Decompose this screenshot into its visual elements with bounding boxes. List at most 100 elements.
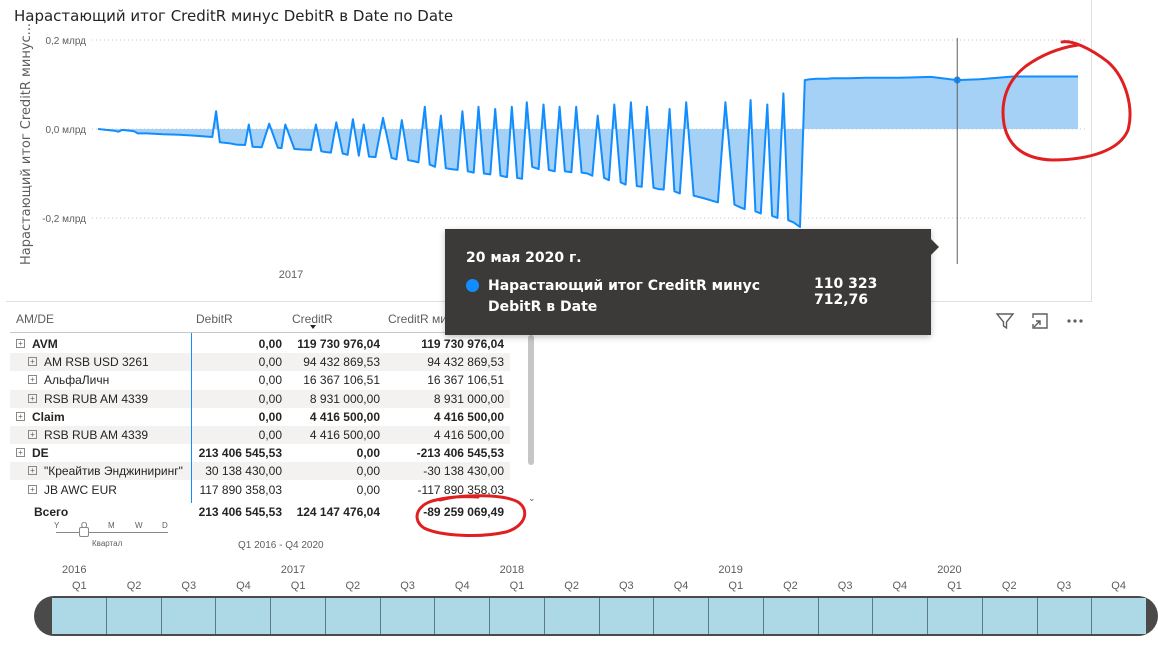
timeline-quarter-cell[interactable]: [271, 598, 326, 634]
timeline-quarter-cell[interactable]: [490, 598, 545, 634]
timeline-quarter-label: Q4: [236, 580, 251, 592]
chart-plot[interactable]: 0,2 млрд 0,0 млрд -0,2 млрд Нарастающий ит…: [6, 0, 1092, 302]
diff-cell: 16 367 106,51: [427, 373, 504, 388]
timeline-quarter-cell[interactable]: [983, 598, 1038, 634]
expand-icon[interactable]: +: [16, 339, 25, 348]
diff-cell: -117 890 358,03: [417, 482, 504, 497]
timeline-quarter-cell[interactable]: [873, 598, 928, 634]
matrix-visual[interactable]: AM/DE DebitR CreditR CreditR минус Debit…: [10, 305, 537, 520]
credit-cell: 119 730 976,04: [297, 337, 380, 351]
table-row[interactable]: + "Креайтив Энджиниринг" 30 138 430,00 0,00…: [10, 462, 510, 481]
credit-cell: 0,00: [356, 446, 380, 461]
diff-cell: -213 406 545,53: [416, 446, 504, 461]
timeline-slicer[interactable]: 2016 2017 2018 2019 2020 Q1 Q2 Q3 Q4 Q1 Q2 Q3 Q4 Q1 Q2…: [34, 562, 1158, 647]
timeline-quarter-cell[interactable]: [162, 598, 217, 634]
expand-icon[interactable]: +: [28, 430, 37, 439]
table-row[interactable]: + AVM 0,00 119 730 976,04 119 730 976,04: [10, 335, 510, 353]
date-hierarchy-slider[interactable]: Y Q M W D Квартал: [52, 521, 177, 551]
timeline-quarter-label: Q4: [892, 580, 908, 592]
table-row[interactable]: + RSB RUB AM 4339 0,00 8 931 000,00 8 931 00…: [10, 389, 510, 408]
timeline-year-label: 2016: [62, 564, 87, 576]
timeline-quarter-cell[interactable]: [709, 598, 764, 634]
timeline-quarter-label: Q2: [564, 580, 579, 592]
table-row[interactable]: + Claim 0,00 4 416 500,00 4 416 500,00: [10, 408, 510, 426]
expand-icon[interactable]: +: [28, 484, 37, 494]
total-label: Всего: [34, 505, 69, 519]
row-label: Claim: [32, 409, 65, 424]
focus-mode-icon[interactable]: [1029, 310, 1051, 332]
chart-tooltip: 20 мая 2020 г. Нарастающий итог CreditR …: [445, 229, 939, 335]
timeline-quarter-cell[interactable]: [1092, 598, 1146, 634]
more-options-icon[interactable]: [1064, 310, 1086, 332]
expand-icon[interactable]: +: [28, 466, 37, 476]
slider-level-label[interactable]: M: [108, 521, 115, 530]
slider-level-label[interactable]: W: [135, 521, 143, 530]
timeline-quarter-label: Q3: [619, 580, 634, 592]
timeline-quarter-cell[interactable]: [216, 598, 271, 634]
timeline-quarter-cell[interactable]: [600, 598, 655, 634]
timeline-quarter-label: Q4: [673, 580, 689, 592]
slider-handle[interactable]: [79, 527, 89, 537]
header-creditr[interactable]: CreditR: [292, 312, 333, 326]
timeline-quarter-label: Q3: [400, 580, 415, 592]
timeline-quarter-label: Q1: [509, 580, 525, 592]
slider-level-caption: Квартал: [92, 539, 123, 548]
timeline-quarter-cell[interactable]: [107, 598, 162, 634]
matrix-total-row: Всего 213 406 545,53 124 147 476,04 -89 …: [10, 503, 510, 521]
timeline-quarter-cell[interactable]: [326, 598, 381, 634]
slider-level-label[interactable]: Q: [81, 521, 88, 530]
table-row[interactable]: + AM RSB USD 3261 0,00 94 432 869,53 94 432 …: [10, 353, 510, 372]
timeline-quarter-cell[interactable]: [1038, 598, 1093, 634]
debit-cell: 30 138 430,00: [205, 464, 282, 479]
timeline-quarter-label: Q2: [783, 580, 798, 592]
timeline-quarter-cell[interactable]: [52, 598, 107, 634]
debit-cell: 0,00: [258, 428, 282, 442]
timeline-quarter-label: Q4: [1111, 580, 1126, 592]
expand-icon[interactable]: +: [16, 448, 25, 458]
slider-level-label[interactable]: D: [162, 521, 168, 530]
diff-cell: 94 432 869,53: [427, 355, 504, 370]
timeline-quarter-label: Q3: [181, 580, 197, 592]
expand-icon[interactable]: +: [28, 375, 37, 385]
timeline-quarter-cell[interactable]: [435, 598, 490, 634]
scrollbar-thumb[interactable]: [528, 335, 534, 465]
credit-cell: 4 416 500,00: [309, 409, 380, 424]
row-label: AM RSB USD 3261: [44, 355, 149, 370]
debit-cell: 213 406 545,53: [198, 446, 282, 461]
tooltip-series-dot: [466, 279, 479, 292]
timeline-quarter-cell[interactable]: [381, 598, 436, 634]
timeline-quarter-label: Q1: [72, 580, 87, 592]
timeline-bar[interactable]: [34, 596, 1158, 636]
x-tick-label: 2017: [279, 269, 303, 281]
diff-cell: 4 416 500,00: [433, 428, 504, 442]
timeline-year-label: 2017: [280, 564, 306, 576]
timeline-quarter-cell[interactable]: [764, 598, 819, 634]
row-label: DE: [32, 446, 49, 461]
expand-icon[interactable]: +: [28, 357, 37, 367]
expand-icon[interactable]: +: [16, 411, 25, 421]
scroll-down-icon[interactable]: ⌄: [528, 493, 536, 503]
timeline-quarter-cell[interactable]: [928, 598, 983, 634]
debit-cell: 0,00: [258, 373, 282, 388]
header-am-de[interactable]: AM/DE: [16, 312, 55, 326]
visual-header-icons: [992, 310, 1092, 334]
total-credit: 124 147 476,04: [296, 505, 380, 519]
table-row[interactable]: + АльфаЛичн 0,00 16 367 106,51 16 367 106,51: [10, 371, 510, 389]
slider-level-label[interactable]: Y: [54, 521, 60, 530]
timeline-year-label: 2019: [718, 564, 743, 576]
series-line[interactable]: [97, 75, 1078, 228]
credit-cell: 0,00: [356, 464, 380, 479]
timeline-quarter-cell[interactable]: [654, 598, 709, 634]
y-tick-label: 0,2 млрд: [45, 36, 86, 47]
timeline-quarter-cell[interactable]: [545, 598, 600, 634]
filter-icon[interactable]: [994, 310, 1016, 332]
timeline-quarter-cell[interactable]: [819, 598, 874, 634]
table-row[interactable]: + RSB RUB AM 4339 0,00 4 416 500,00 4 416 50…: [10, 426, 510, 444]
header-debitr[interactable]: DebitR: [196, 312, 233, 326]
expand-icon[interactable]: +: [28, 393, 37, 403]
row-label: "Креайтив Энджиниринг": [44, 464, 183, 479]
timeline-quarter-label: Q2: [1001, 580, 1017, 592]
table-row[interactable]: + JB AWC EUR 117 890 358,03 0,00 -117 890 35…: [10, 481, 510, 499]
matrix-scrollbar[interactable]: ⌄: [527, 335, 536, 505]
table-row[interactable]: + DE 213 406 545,53 0,00 -213 406 545,53: [10, 444, 510, 462]
